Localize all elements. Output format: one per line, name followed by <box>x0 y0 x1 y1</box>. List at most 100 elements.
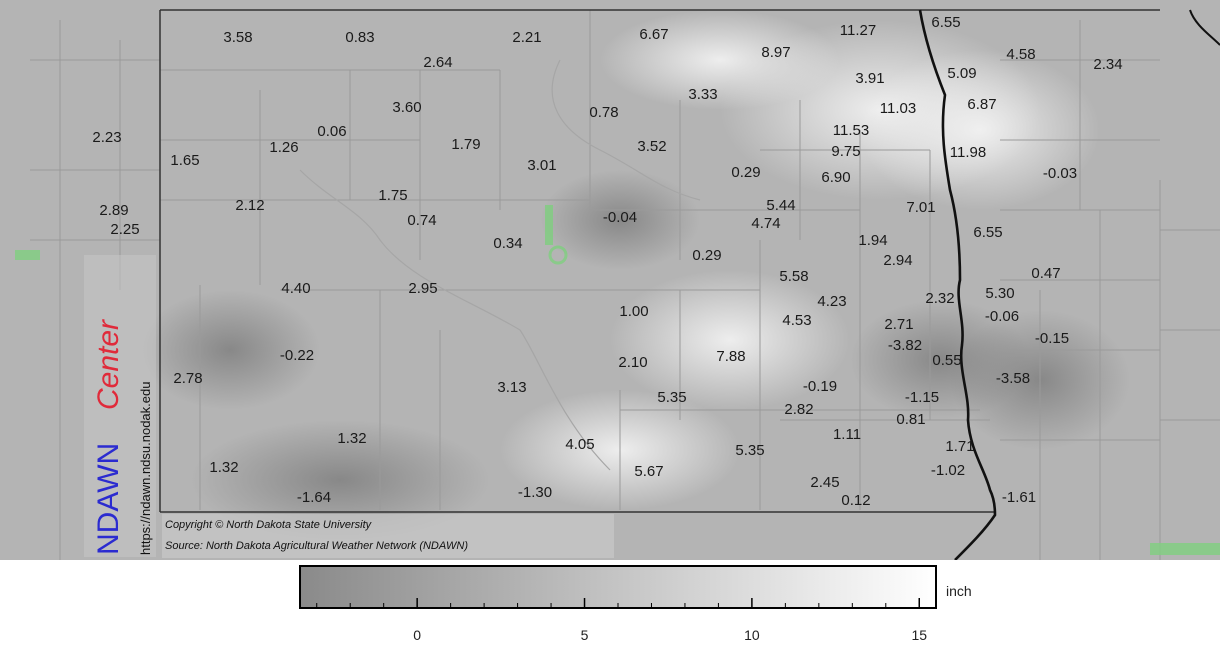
station-value: 6.87 <box>967 96 996 113</box>
station-value: 5.58 <box>779 268 808 285</box>
legend-colorbar <box>299 565 937 609</box>
station-value: 2.64 <box>423 54 452 71</box>
station-value: 2.10 <box>618 354 647 371</box>
station-value: 1.26 <box>269 139 298 156</box>
legend-tick-label: 10 <box>744 627 760 643</box>
station-values: 3.58 0.83 2.64 2.21 6.67 8.97 11.27 6.55 4.58 2.3… <box>92 14 1122 509</box>
station-value: 2.23 <box>92 129 121 146</box>
station-value: -3.82 <box>888 337 922 354</box>
precip-shading <box>140 10 1130 540</box>
station-value: 11.03 <box>880 100 916 117</box>
legend-ticks: 0 5 10 15 <box>316 598 927 643</box>
station-value: 4.58 <box>1006 46 1035 63</box>
station-value: 6.55 <box>931 14 960 31</box>
station-value: 0.83 <box>345 29 374 46</box>
station-value: 3.13 <box>497 379 526 396</box>
station-value: 0.06 <box>317 123 346 140</box>
station-value: -1.15 <box>905 389 939 406</box>
station-value: 0.55 <box>932 352 961 369</box>
station-value: -1.64 <box>297 489 331 506</box>
station-value: 2.25 <box>110 221 139 238</box>
station-value: 4.23 <box>817 293 846 310</box>
station-value: -1.30 <box>518 484 552 501</box>
precipitation-map: 3.58 0.83 2.64 2.21 6.67 8.97 11.27 6.55 4.58 2.3… <box>0 0 1220 560</box>
station-value: -1.61 <box>1002 489 1036 506</box>
copyright-box <box>162 514 614 558</box>
station-value: 3.01 <box>527 157 556 174</box>
station-value: 3.60 <box>392 99 421 116</box>
station-value: 1.75 <box>378 187 407 204</box>
station-value: 0.29 <box>731 164 760 181</box>
station-value: 11.27 <box>840 22 876 39</box>
station-value: 1.11 <box>833 426 861 443</box>
station-value: 1.32 <box>209 459 238 476</box>
station-value: -3.58 <box>996 370 1030 387</box>
station-value: 2.21 <box>512 29 541 46</box>
station-value: 5.35 <box>735 442 764 459</box>
legend-tick-label: 5 <box>581 627 589 643</box>
station-value: 11.53 <box>833 122 869 139</box>
station-value: 2.45 <box>810 474 839 491</box>
station-value: -0.15 <box>1035 330 1069 347</box>
station-value: 3.91 <box>855 70 884 87</box>
station-value: 4.40 <box>281 280 310 297</box>
station-value: 9.75 <box>831 143 860 160</box>
station-value: -0.04 <box>603 209 637 226</box>
station-value: 0.34 <box>493 235 522 252</box>
station-value: 3.52 <box>637 138 666 155</box>
station-value: -0.19 <box>803 378 837 395</box>
station-value: 3.58 <box>223 29 252 46</box>
station-value: 2.71 <box>884 316 913 333</box>
station-value: -0.06 <box>985 308 1019 325</box>
station-value: 2.34 <box>1093 56 1122 73</box>
station-value: 4.05 <box>565 436 594 453</box>
station-value: 1.00 <box>619 303 648 320</box>
logo-url: https://ndawn.ndsu.nodak.edu <box>138 382 153 555</box>
station-value: 4.53 <box>782 312 811 329</box>
station-value: 7.88 <box>716 348 745 365</box>
station-value: 0.74 <box>407 212 436 229</box>
station-value: 5.30 <box>985 285 1014 302</box>
logo-word: Center <box>92 319 125 410</box>
legend-tick-label: 0 <box>413 627 421 643</box>
station-value: 6.90 <box>821 169 850 186</box>
county-boundaries <box>30 10 1220 560</box>
station-value: 1.32 <box>337 430 366 447</box>
rivers <box>299 59 701 471</box>
station-value: -0.03 <box>1043 165 1077 182</box>
station-value: 11.98 <box>950 144 986 161</box>
station-value: 6.55 <box>973 224 1002 241</box>
station-value: 3.33 <box>688 86 717 103</box>
station-value: 4.74 <box>751 215 780 232</box>
station-value: 2.32 <box>925 290 954 307</box>
station-value: 2.95 <box>408 280 437 297</box>
legend-tick-label: 15 <box>911 627 927 643</box>
station-value: 1.65 <box>170 152 199 169</box>
legend-unit: inch <box>946 583 972 599</box>
station-value: 2.78 <box>173 370 202 387</box>
source-text: Source: North Dakota Agricultural Weathe… <box>165 540 468 552</box>
station-value: 0.78 <box>589 104 618 121</box>
color-legend: 0 5 10 15 inch <box>299 565 972 643</box>
ndawn-logo: NDAWN Center https://ndawn.ndsu.nodak.ed… <box>84 255 156 557</box>
station-value: 2.89 <box>99 202 128 219</box>
station-value: 2.12 <box>235 197 264 214</box>
station-value: 2.94 <box>883 252 912 269</box>
station-value: 7.01 <box>906 199 935 216</box>
red-river-boundary <box>918 9 997 560</box>
station-value: 0.81 <box>896 411 925 428</box>
station-value: 5.44 <box>766 197 795 214</box>
station-value: -0.22 <box>280 347 314 364</box>
copyright-text: Copyright © North Dakota State Universit… <box>165 519 373 531</box>
station-value: 8.97 <box>761 44 790 61</box>
station-value: 0.12 <box>841 492 870 509</box>
northeast-boundary <box>1189 9 1220 46</box>
logo-name: NDAWN <box>92 443 125 555</box>
station-value: 5.09 <box>947 65 976 82</box>
station-value: 0.29 <box>692 247 721 264</box>
green-marks <box>15 205 1220 555</box>
station-value: 1.79 <box>451 136 480 153</box>
station-value: 5.35 <box>657 389 686 406</box>
station-value: 1.94 <box>858 232 887 249</box>
station-value: 5.67 <box>634 463 663 480</box>
